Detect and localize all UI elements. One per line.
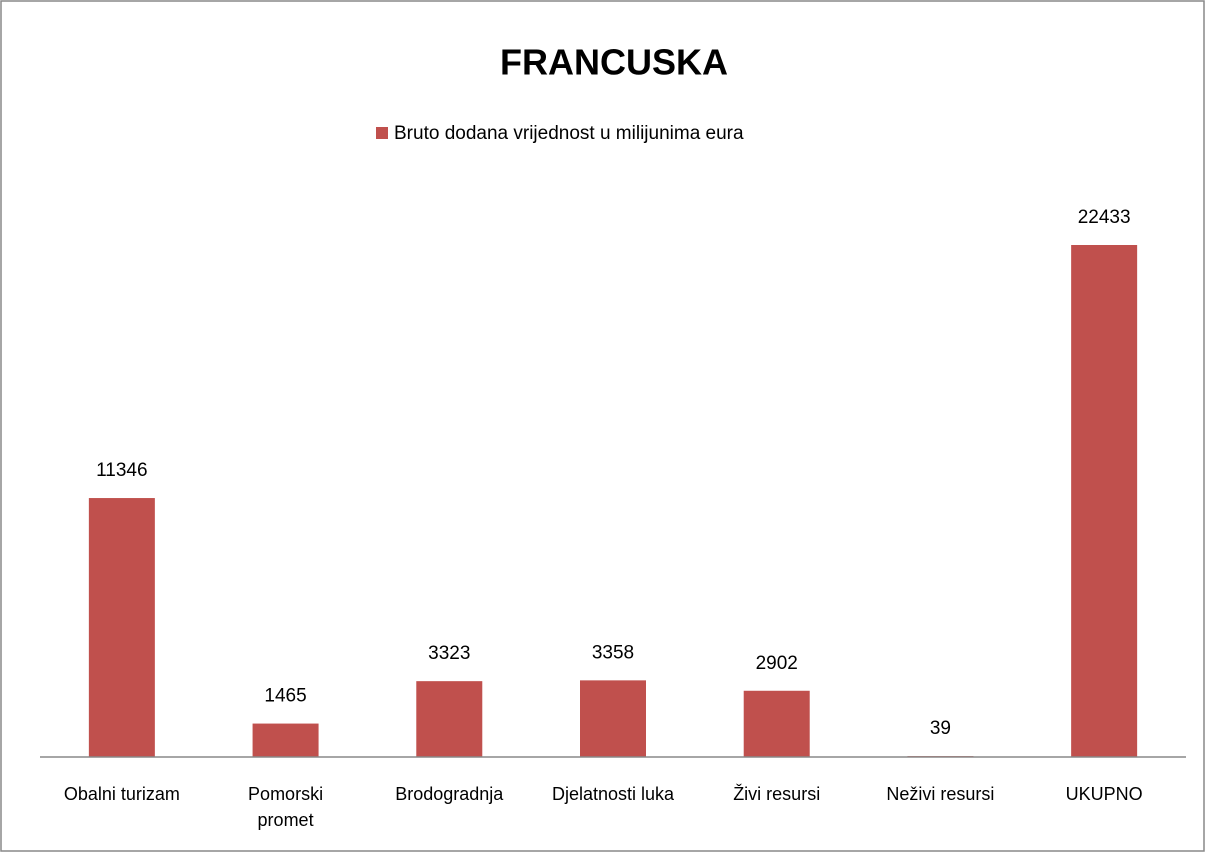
value-label: 11346 <box>96 460 147 481</box>
x-tick-label: Obalni turizam <box>63 784 180 804</box>
x-tick-label: Živi resursi <box>733 784 821 804</box>
value-label: 1465 <box>264 686 306 707</box>
chart-title: FRANCUSKA <box>500 42 728 83</box>
value-label: 2902 <box>756 653 798 674</box>
x-tick-label: Djelatnosti luka <box>551 784 675 804</box>
bar <box>416 681 483 757</box>
bar <box>252 723 319 757</box>
value-label: 22433 <box>1078 207 1131 228</box>
x-tick-label: Pomorski promet <box>248 784 329 830</box>
x-tick-label: Brodogradnja <box>395 784 504 804</box>
value-label: 3358 <box>592 642 634 663</box>
legend-label: Bruto dodana vrijednost u milijunima eur… <box>394 123 744 144</box>
bar <box>743 690 810 757</box>
bar <box>1071 245 1138 757</box>
value-label: 39 <box>930 718 951 739</box>
legend-swatch <box>376 127 388 139</box>
value-label: 3323 <box>428 643 470 664</box>
x-tick-label: Neživi resursi <box>886 784 995 804</box>
bar <box>580 680 646 757</box>
bar <box>88 498 155 757</box>
x-tick-label: UKUPNO <box>1065 784 1143 804</box>
